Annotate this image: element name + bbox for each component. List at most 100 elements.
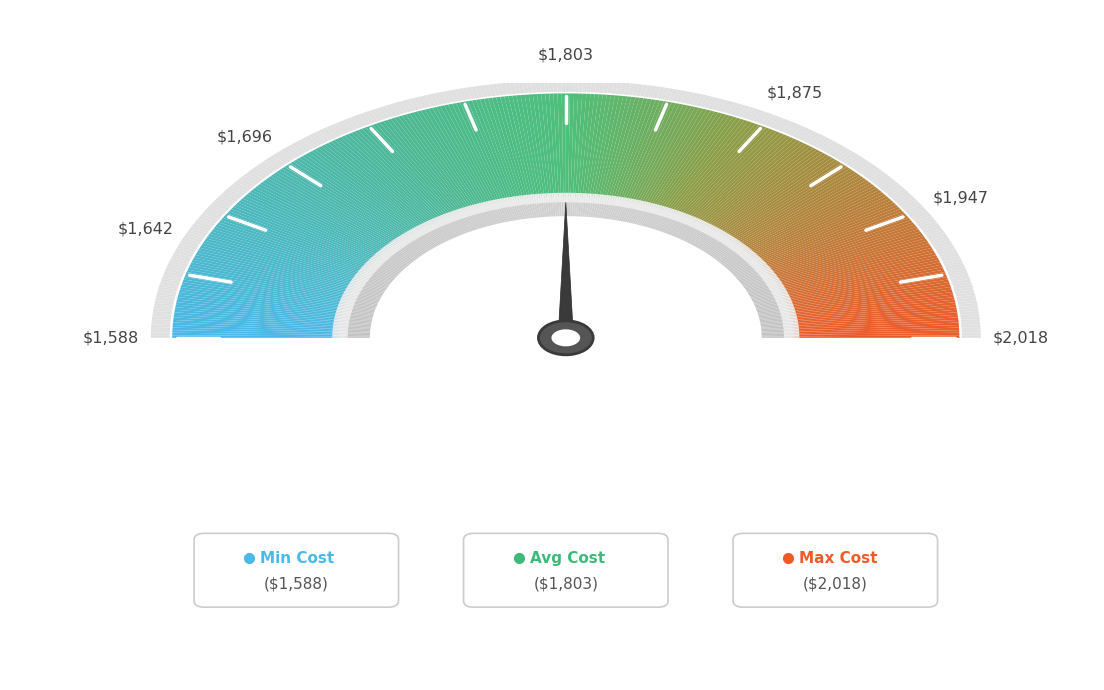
Wedge shape (287, 164, 407, 238)
Wedge shape (570, 196, 573, 216)
Wedge shape (386, 248, 414, 262)
Wedge shape (488, 204, 501, 224)
Wedge shape (174, 310, 340, 323)
Wedge shape (753, 110, 766, 122)
Wedge shape (183, 235, 202, 242)
Wedge shape (782, 121, 796, 133)
Wedge shape (245, 194, 382, 256)
Wedge shape (339, 322, 371, 325)
Wedge shape (447, 216, 466, 234)
Wedge shape (522, 195, 528, 205)
Wedge shape (359, 129, 448, 218)
Wedge shape (437, 219, 457, 237)
Wedge shape (508, 197, 513, 206)
Wedge shape (378, 107, 390, 119)
Wedge shape (151, 319, 171, 322)
Wedge shape (338, 326, 371, 329)
Wedge shape (400, 239, 424, 255)
FancyBboxPatch shape (194, 533, 399, 607)
Wedge shape (606, 199, 616, 219)
Wedge shape (924, 228, 943, 235)
Wedge shape (238, 201, 379, 260)
Wedge shape (380, 255, 407, 267)
Wedge shape (686, 226, 708, 242)
Wedge shape (749, 287, 779, 295)
Wedge shape (652, 205, 661, 214)
Wedge shape (452, 103, 502, 203)
Wedge shape (172, 328, 339, 333)
Wedge shape (958, 306, 978, 310)
Wedge shape (311, 132, 327, 144)
Wedge shape (669, 217, 688, 235)
Wedge shape (854, 161, 871, 171)
Wedge shape (352, 286, 383, 294)
Wedge shape (337, 309, 352, 313)
Wedge shape (553, 80, 558, 92)
Wedge shape (781, 260, 941, 295)
Wedge shape (666, 216, 684, 234)
Wedge shape (332, 336, 348, 338)
Wedge shape (779, 308, 795, 311)
Wedge shape (731, 243, 744, 250)
Wedge shape (760, 317, 793, 322)
Wedge shape (544, 193, 548, 203)
Wedge shape (394, 117, 469, 211)
Wedge shape (593, 194, 597, 204)
Wedge shape (461, 207, 470, 217)
Wedge shape (660, 116, 733, 210)
Wedge shape (790, 305, 956, 320)
Wedge shape (294, 159, 411, 236)
Wedge shape (765, 279, 781, 284)
Wedge shape (273, 154, 288, 164)
Wedge shape (956, 292, 975, 297)
Wedge shape (781, 314, 796, 317)
Wedge shape (701, 141, 804, 226)
Wedge shape (509, 82, 517, 94)
Wedge shape (962, 333, 980, 335)
Wedge shape (296, 158, 412, 235)
Wedge shape (952, 279, 970, 284)
Text: Avg Cost: Avg Cost (530, 551, 605, 566)
Wedge shape (418, 228, 440, 245)
Wedge shape (213, 199, 232, 208)
Wedge shape (220, 193, 238, 201)
Wedge shape (679, 126, 766, 217)
Wedge shape (351, 279, 367, 284)
Wedge shape (151, 335, 170, 338)
Wedge shape (757, 310, 790, 315)
Wedge shape (942, 255, 960, 262)
Wedge shape (741, 275, 772, 285)
Wedge shape (775, 297, 790, 302)
Wedge shape (630, 204, 644, 224)
Wedge shape (949, 274, 969, 279)
Wedge shape (624, 83, 630, 95)
Wedge shape (365, 126, 453, 217)
Wedge shape (212, 229, 363, 277)
Wedge shape (263, 159, 280, 170)
Wedge shape (909, 209, 927, 217)
Wedge shape (340, 299, 355, 303)
Wedge shape (731, 262, 760, 274)
Wedge shape (347, 117, 361, 129)
Wedge shape (689, 218, 699, 226)
Wedge shape (372, 262, 401, 274)
Text: $1,803: $1,803 (538, 48, 594, 63)
Wedge shape (789, 299, 955, 317)
Wedge shape (734, 105, 746, 117)
Wedge shape (673, 211, 682, 221)
Wedge shape (512, 95, 538, 198)
Wedge shape (213, 227, 364, 275)
Wedge shape (766, 280, 782, 286)
Wedge shape (373, 108, 386, 120)
Wedge shape (762, 332, 794, 334)
Wedge shape (753, 295, 785, 303)
Wedge shape (380, 121, 460, 214)
Wedge shape (344, 135, 440, 221)
Wedge shape (163, 271, 183, 277)
Wedge shape (693, 230, 716, 246)
Wedge shape (219, 220, 368, 271)
Wedge shape (357, 280, 386, 290)
Text: $1,875: $1,875 (766, 86, 822, 101)
Wedge shape (464, 206, 473, 216)
Wedge shape (783, 267, 944, 299)
